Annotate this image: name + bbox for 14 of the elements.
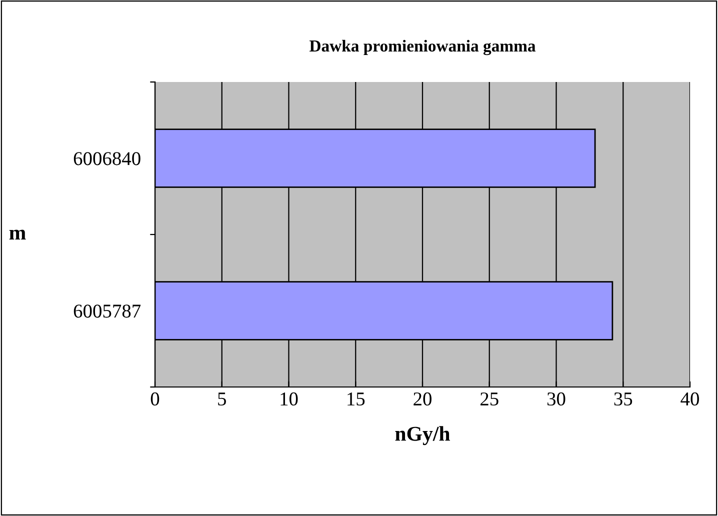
chart-title: Dawka promieniowania gamma [310,40,536,56]
x-tick-label: 30 [547,392,566,406]
y-axis-title: m [9,230,26,240]
x-tick-label: 40 [680,392,699,406]
x-tick-label: 20 [414,392,432,406]
x-tick-label: 25 [480,392,498,406]
x-tick-label: 15 [348,392,365,406]
x-tick-label: 5 [218,392,226,406]
x-tick-label: 35 [614,392,632,406]
x-tick-label: 10 [280,392,298,406]
y-tick-label: 6005787 [74,304,141,318]
x-tick-label: 0 [150,392,160,406]
x-axis-title: nGy/h [395,426,450,446]
y-tick-label: 6006840 [74,152,140,166]
